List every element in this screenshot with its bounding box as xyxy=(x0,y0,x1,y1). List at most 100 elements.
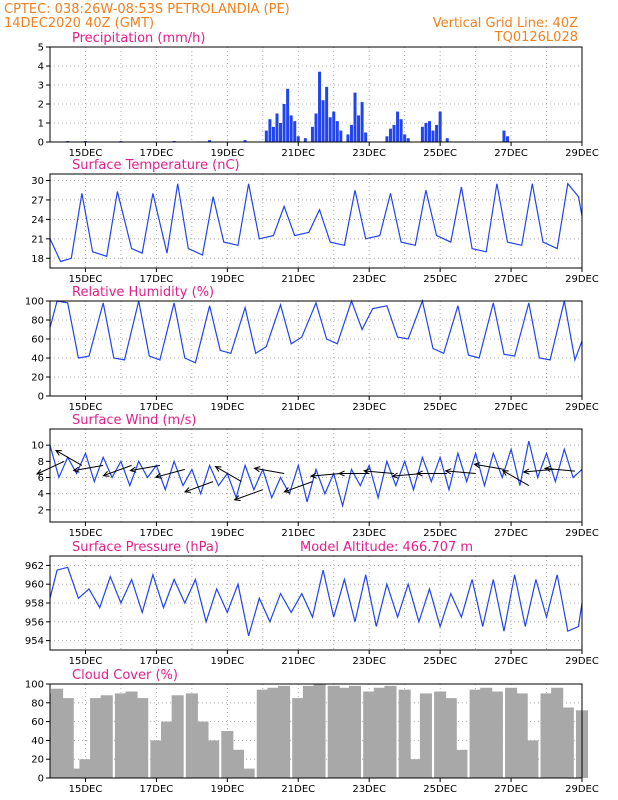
x-tick-label: 17DEC xyxy=(140,528,174,539)
header-run-date: 14DEC2020 40Z (GMT) xyxy=(4,16,154,31)
precip-bar xyxy=(502,130,506,142)
x-tick-label: 27DEC xyxy=(494,528,528,539)
precip-bar xyxy=(339,130,343,142)
y-tick-label: 0 xyxy=(38,138,44,149)
cloud-bar xyxy=(51,688,64,778)
cloud-bar xyxy=(136,698,149,778)
cloud-bar xyxy=(348,685,362,778)
y-tick-label: 4 xyxy=(38,62,44,73)
precip-bar xyxy=(310,126,314,142)
y-tick-label: 100 xyxy=(25,680,44,691)
x-tick-label: 15DEC xyxy=(69,528,103,539)
precip-bar xyxy=(427,121,431,142)
y-tick-label: 962 xyxy=(25,561,44,572)
x-tick-label: 27DEC xyxy=(494,784,528,795)
precip-bar xyxy=(346,134,350,142)
wind-vector xyxy=(522,468,554,475)
panels: 0 1 2 3 4 5 15DEC 17DEC 19DEC 21DEC 23DEC 25DEC 27DE… xyxy=(25,31,599,795)
precip-bar xyxy=(314,113,318,142)
x-tick-label: 21DEC xyxy=(281,784,315,795)
y-tick-label: 80 xyxy=(31,316,44,327)
x-tick-label: 21DEC xyxy=(281,528,315,539)
y-tick-label: 40 xyxy=(31,736,44,747)
x-tick-label: 27DEC xyxy=(494,656,528,667)
x-tick-label: 25DEC xyxy=(423,784,457,795)
y-tick-label: 30 xyxy=(31,176,44,187)
x-tick-label: 23DEC xyxy=(352,402,386,413)
y-tick-label: 24 xyxy=(31,215,44,226)
x-tick-label: 19DEC xyxy=(210,528,244,539)
x-tick-label: 23DEC xyxy=(352,656,386,667)
y-tick-label: 27 xyxy=(31,195,44,206)
header-grid-note: Vertical Grid Line: 40Z xyxy=(433,16,578,31)
precip-bar xyxy=(296,136,300,142)
cloud-bar xyxy=(455,749,468,778)
x-tick-label: 17DEC xyxy=(140,148,174,159)
series-line xyxy=(49,566,583,637)
y-tick-label: 100 xyxy=(25,297,44,308)
x-tick-label: 15DEC xyxy=(69,656,103,667)
precip-bar xyxy=(353,92,357,142)
precip-bar xyxy=(396,111,400,142)
panel-annotation: Model Altitude: 466.707 m xyxy=(300,540,473,555)
y-tick-label: 2 xyxy=(38,100,44,111)
x-tick-label: 25DEC xyxy=(423,274,457,285)
wind-vector xyxy=(473,462,505,470)
x-tick-label: 21DEC xyxy=(281,402,315,413)
cloud-bar xyxy=(526,740,539,778)
y-tick-label: 40 xyxy=(31,354,44,365)
cloud-bar xyxy=(267,687,280,778)
cloud-bar xyxy=(196,721,209,778)
panel-frame xyxy=(49,300,583,397)
precip-bar xyxy=(303,138,307,142)
precip-bar xyxy=(318,71,322,142)
x-tick-label: 15DEC xyxy=(69,274,103,285)
panel-pressure: 954 956 958 960 962 15DEC 17DEC 19DEC 21DEC 23DEC… xyxy=(25,540,599,667)
x-tick-label: 19DEC xyxy=(210,784,244,795)
series-line xyxy=(49,182,583,263)
cloud-bar xyxy=(231,749,245,778)
cloud-bar xyxy=(515,693,528,778)
wind-vector xyxy=(102,464,132,477)
precip-bar xyxy=(357,115,361,142)
cloud-bar xyxy=(161,721,174,778)
precip-bar xyxy=(208,140,212,142)
y-tick-label: 60 xyxy=(31,717,44,728)
cloud-bar xyxy=(338,687,351,778)
precip-bar xyxy=(364,132,368,142)
panel-precipitation: 0 1 2 3 4 5 15DEC 17DEC 19DEC 21DEC 23DEC 25DEC 27DE… xyxy=(38,31,599,159)
wind-vector xyxy=(35,460,65,475)
cloud-bar xyxy=(363,691,376,778)
precip-bar xyxy=(264,130,268,142)
cloud-bar xyxy=(114,693,127,778)
x-tick-label: 29DEC xyxy=(565,656,599,667)
precip-bar xyxy=(349,124,353,142)
cloud-bar xyxy=(256,689,269,778)
cloud-bar xyxy=(469,689,482,778)
cloud-bar xyxy=(221,731,234,778)
cloud-bar xyxy=(490,691,503,778)
panel-title: Relative Humidity (%) xyxy=(72,285,214,300)
y-tick-label: 60 xyxy=(31,335,44,346)
y-tick-label: 10 xyxy=(31,441,44,452)
precip-bar xyxy=(268,119,272,142)
precip-bar xyxy=(328,117,332,142)
cloud-bar xyxy=(540,693,553,778)
x-tick-label: 19DEC xyxy=(210,656,244,667)
cloud-bar xyxy=(505,687,518,778)
wind-vector xyxy=(543,465,575,472)
wind-vector xyxy=(233,489,263,501)
precip-bar xyxy=(282,104,286,142)
panel-frame xyxy=(49,683,583,779)
panel-title: Surface Pressure (hPa) xyxy=(72,540,219,555)
panel-humidity: 0 20 40 60 80 100 15DEC 17DEC 19DEC 21DEC 23DEC 25D… xyxy=(25,285,599,413)
x-tick-label: 29DEC xyxy=(565,402,599,413)
precip-bar xyxy=(325,86,329,142)
header-model: TQ0126L028 xyxy=(494,30,578,45)
precip-bar xyxy=(286,88,290,142)
cloud-bar xyxy=(398,689,411,778)
series-line xyxy=(49,440,583,509)
panel-title: Surface Wind (m/s) xyxy=(72,413,196,428)
cloud-bar xyxy=(373,687,386,778)
